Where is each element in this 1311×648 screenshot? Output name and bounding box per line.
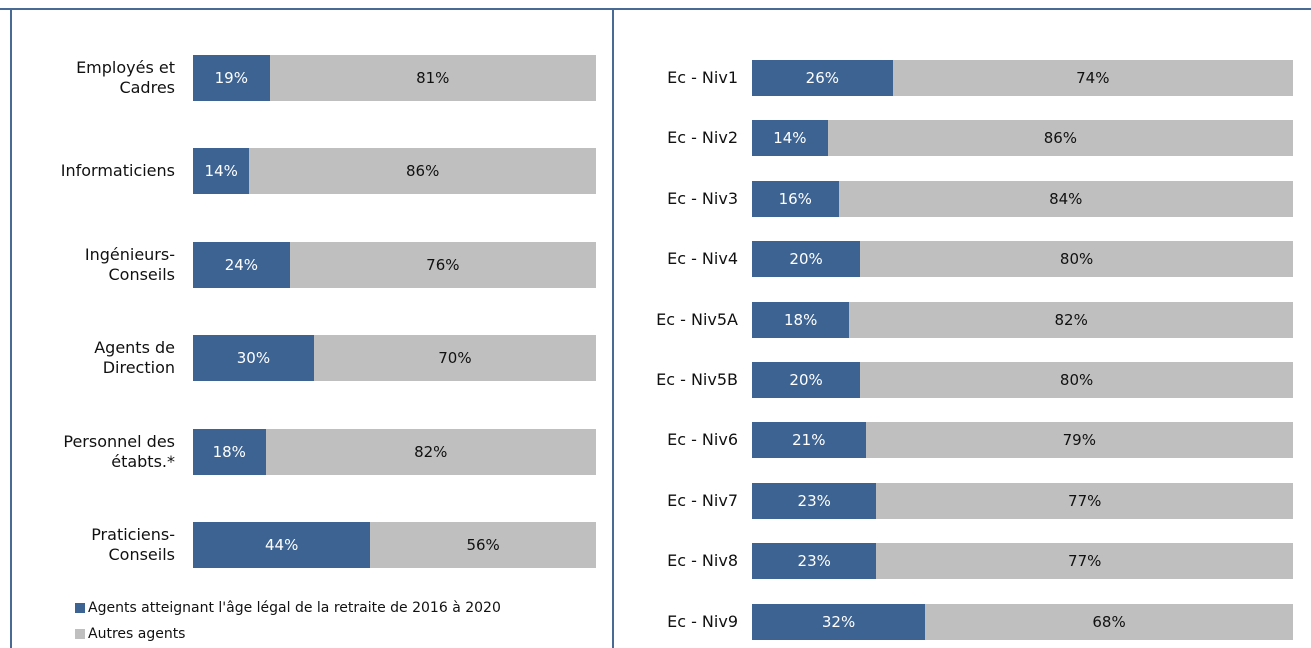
data-label: 26% — [805, 69, 839, 87]
legend-swatch — [75, 603, 85, 613]
category-label: Ec - Niv5A — [656, 309, 738, 329]
category-label: Ec - Niv5B — [656, 370, 738, 389]
bar-segment: 32% — [752, 603, 926, 640]
bar-segment: 70% — [313, 335, 596, 382]
legend-swatch — [75, 629, 85, 639]
divider — [612, 10, 614, 648]
category-label: Ingénieurs-Conseils — [84, 244, 175, 284]
bar-segment: 19% — [193, 55, 270, 101]
bar-segment: 26% — [752, 60, 893, 96]
data-label: 32% — [821, 612, 856, 631]
data-label: 20% — [789, 371, 823, 389]
bar-segment: 14% — [752, 120, 828, 157]
category-label: Ec - Niv3 — [667, 188, 738, 208]
category-label: Agents de Direction — [94, 338, 175, 378]
legend-label: Agents atteignant l'âge légal de la retr… — [88, 600, 501, 616]
data-label: 84% — [1049, 189, 1083, 208]
bar-segment: 80% — [860, 241, 1293, 278]
data-label: 82% — [1054, 310, 1088, 329]
data-label: 79% — [1062, 431, 1096, 450]
bar-segment: 20% — [752, 362, 861, 398]
bar-segment: 23% — [752, 482, 877, 519]
data-label: 14% — [773, 129, 807, 148]
data-label: 77% — [1068, 491, 1102, 510]
legend-item: Autres agents — [75, 624, 185, 644]
bar-segment: 23% — [752, 543, 877, 580]
bar-segment: 77% — [876, 543, 1293, 580]
bar-segment: 86% — [249, 148, 596, 195]
data-label: 82% — [414, 442, 448, 461]
data-label: 80% — [1059, 371, 1094, 389]
data-label: 86% — [406, 162, 440, 181]
category-label: Ec - Niv4 — [667, 249, 738, 269]
bar-segment: 80% — [860, 362, 1293, 398]
bar-segment: 18% — [752, 301, 850, 338]
category-label: Informaticiens — [60, 161, 175, 181]
data-label: 19% — [214, 69, 248, 87]
data-label: 86% — [1043, 129, 1078, 148]
data-label: 76% — [426, 255, 460, 274]
data-label: 30% — [236, 349, 271, 368]
data-label: 74% — [1076, 69, 1110, 87]
bar-segment: 79% — [865, 422, 1293, 459]
data-label: 70% — [438, 349, 472, 368]
bar-segment: 77% — [876, 482, 1293, 519]
bar-segment: 14% — [193, 148, 250, 195]
bar-segment: 56% — [370, 522, 596, 568]
category-label: Ec - Niv8 — [667, 551, 738, 571]
bar-segment: 16% — [752, 180, 839, 217]
bar-segment: 82% — [265, 428, 596, 475]
data-label: 23% — [797, 491, 831, 510]
legend-item: Agents atteignant l'âge légal de la retr… — [75, 598, 501, 618]
bar-segment: 82% — [849, 301, 1293, 338]
data-label: 77% — [1068, 552, 1102, 571]
data-label: 20% — [789, 250, 823, 269]
data-label: 80% — [1059, 250, 1094, 269]
data-label: 14% — [204, 162, 238, 181]
bar-segment: 76% — [289, 241, 596, 288]
category-label: Employés et Cadres — [76, 58, 175, 97]
category-label: Praticiens-Conseils — [91, 525, 175, 564]
category-label: Ec - Niv7 — [667, 490, 738, 510]
data-label: 21% — [792, 431, 826, 450]
data-label: 18% — [212, 442, 246, 461]
category-label: Ec - Niv9 — [667, 611, 738, 631]
top-border — [0, 8, 1311, 10]
bar-segment: 24% — [193, 241, 290, 288]
category-label: Ec - Niv6 — [667, 430, 738, 450]
bar-segment: 21% — [752, 422, 866, 459]
category-label: Ec - Niv1 — [667, 68, 738, 87]
category-label: Personnel des étabts.* — [63, 431, 175, 471]
data-label: 81% — [416, 69, 450, 87]
bar-segment: 30% — [193, 335, 314, 382]
bar-segment: 84% — [838, 180, 1293, 217]
legend-label: Autres agents — [88, 626, 186, 642]
bar-segment: 68% — [925, 603, 1293, 640]
data-label: 24% — [224, 255, 259, 274]
bar-segment: 20% — [752, 241, 861, 278]
bar-segment: 44% — [193, 522, 371, 568]
data-label: 23% — [797, 552, 831, 571]
data-label: 18% — [784, 310, 818, 329]
bar-segment: 81% — [269, 55, 596, 101]
data-label: 16% — [778, 189, 812, 208]
data-label: 56% — [466, 536, 500, 554]
left-border — [10, 10, 12, 648]
bar-segment: 74% — [892, 60, 1293, 96]
data-label: 44% — [264, 536, 299, 554]
data-label: 68% — [1092, 612, 1126, 631]
bar-segment: 18% — [193, 428, 266, 475]
category-label: Ec - Niv2 — [667, 128, 738, 148]
bar-segment: 86% — [827, 120, 1293, 157]
